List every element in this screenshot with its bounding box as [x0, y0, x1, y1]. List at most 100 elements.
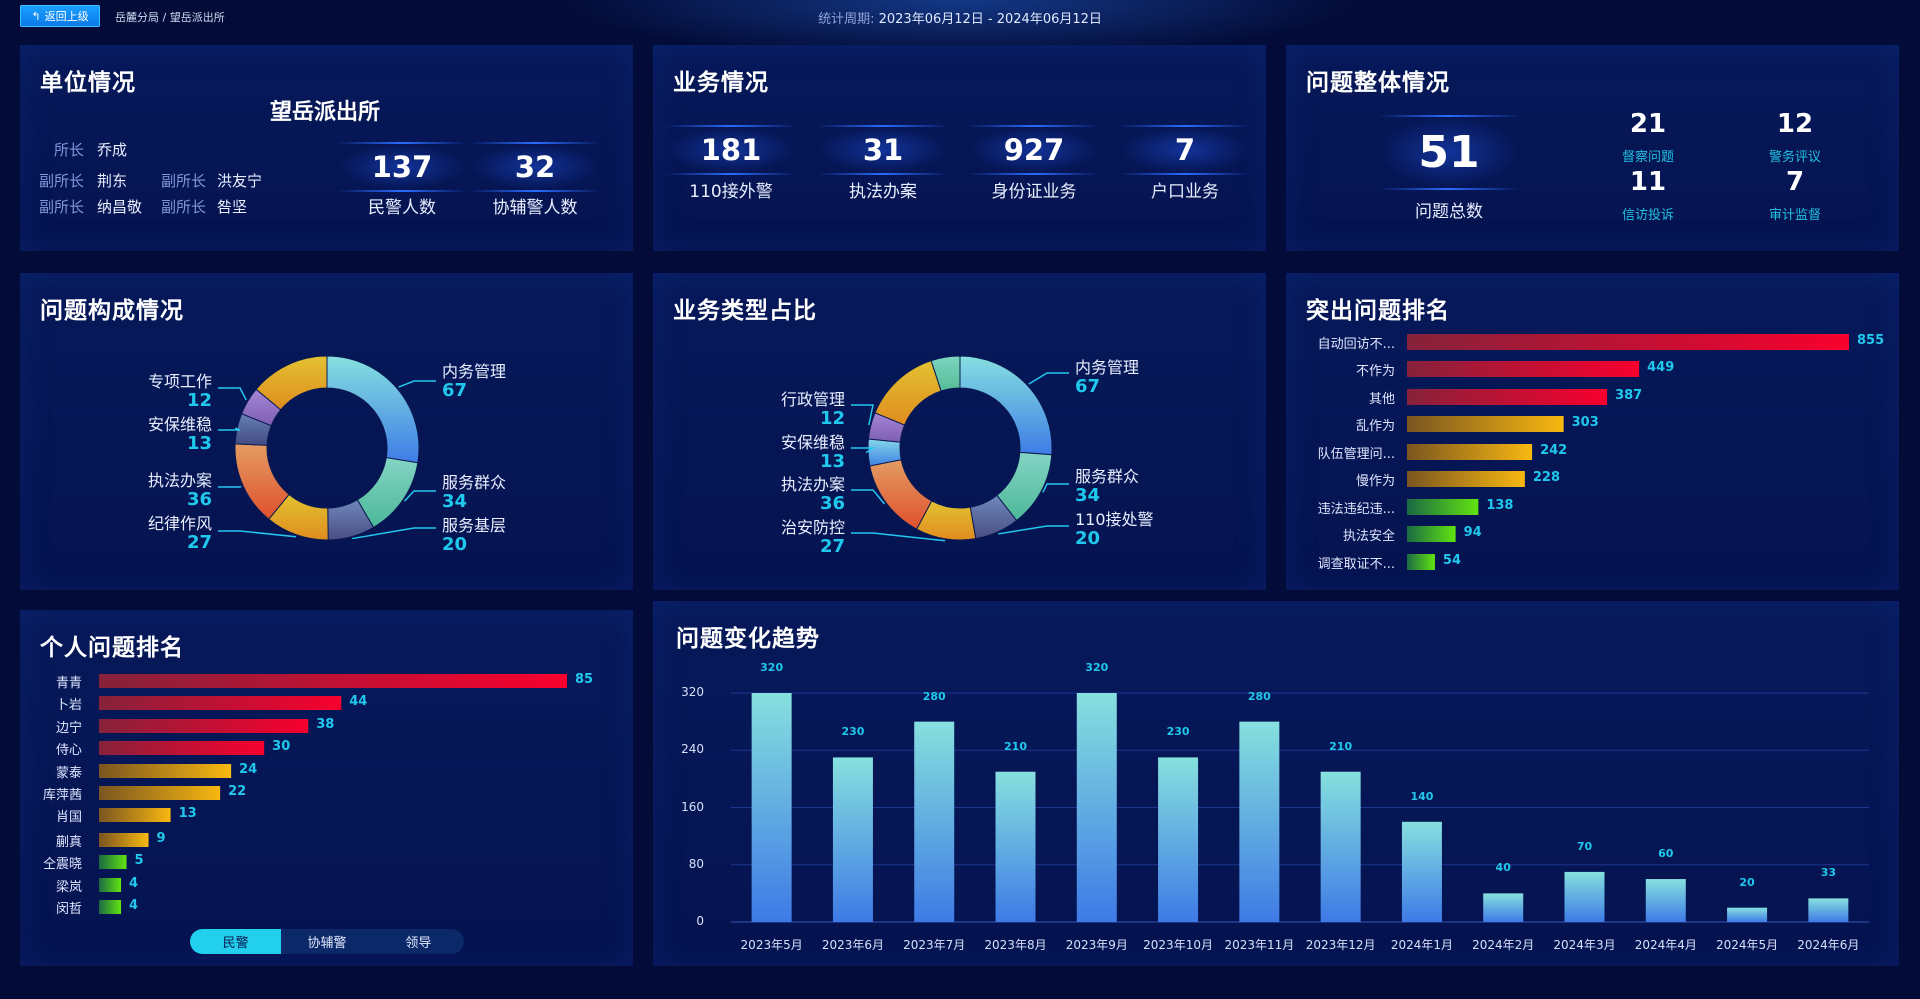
ranking-bar[interactable]: [99, 786, 221, 800]
trend-bar[interactable]: [1158, 757, 1199, 922]
ranking-label: 边宁: [55, 721, 82, 736]
donut-label: 安保维稳: [780, 433, 845, 452]
ranking-value: 22: [228, 784, 247, 799]
trend-bar[interactable]: [1645, 879, 1686, 922]
leader-name: 乔成: [97, 141, 128, 159]
ranking-bar[interactable]: [99, 900, 122, 914]
ranking-label: 执法安全: [1342, 529, 1395, 544]
ranking-bar[interactable]: [99, 808, 171, 822]
trend-bar[interactable]: [914, 721, 955, 922]
ranking-bar[interactable]: [99, 674, 567, 688]
trend-bar[interactable]: [1727, 907, 1768, 922]
ranking-bar[interactable]: [1407, 334, 1849, 350]
ranking-bar[interactable]: [99, 719, 309, 733]
leader-role: 副所长: [160, 172, 206, 190]
donut-value: 13: [186, 433, 212, 454]
leader-name: 洪友宁: [217, 172, 263, 190]
issue-label: 警务评议: [1768, 150, 1822, 165]
ranking-bar[interactable]: [1407, 444, 1533, 460]
ranking-bar[interactable]: [1407, 499, 1479, 515]
ranking-bar[interactable]: [1407, 471, 1525, 487]
ranking-bar[interactable]: [1407, 361, 1640, 377]
donut-label: 专项工作: [147, 372, 212, 391]
ranking-value: 228: [1532, 470, 1560, 485]
ranking-label: 其他: [1368, 392, 1395, 407]
issue-count: 12: [1776, 109, 1814, 139]
leader-line: [398, 380, 436, 388]
leader-line: [1042, 483, 1069, 493]
issues-panel: 问题整体情况 51 问题总数 21 督察问题 12 警务评议 11 信访投诉 7…: [1286, 45, 1899, 251]
trend-bar[interactable]: [751, 693, 792, 922]
donut-value: 67: [1075, 376, 1101, 397]
ranking-bar[interactable]: [99, 764, 232, 778]
donut-value: 36: [186, 489, 212, 510]
auxiliary-count: 32: [470, 142, 600, 192]
y-tick-label: 0: [696, 914, 704, 928]
donut-slice[interactable]: [255, 355, 328, 411]
ranking-bar[interactable]: [1407, 554, 1435, 570]
trend-bar[interactable]: [1483, 893, 1524, 922]
ranking-label: 卜岩: [55, 698, 82, 713]
donut-value: 12: [186, 390, 212, 411]
bar-value-label: 140: [1410, 789, 1434, 803]
bar-value-label: 320: [760, 661, 784, 674]
tab-police[interactable]: 民警: [190, 929, 282, 954]
x-tick-label: 2023年7月: [903, 938, 966, 952]
stat-value: 31: [818, 125, 948, 175]
donut-slice[interactable]: [930, 355, 961, 392]
ranking-label: 乱作为: [1355, 419, 1395, 434]
ranking-bar[interactable]: [1407, 526, 1456, 542]
ranking-bar[interactable]: [99, 833, 149, 847]
trend-bar[interactable]: [1808, 898, 1849, 922]
bar-value-label: 230: [841, 725, 865, 739]
back-label: 返回上级: [44, 10, 89, 23]
trend-bar[interactable]: [1076, 693, 1117, 922]
ranking-value: 242: [1540, 443, 1568, 458]
ranking-label: 不作为: [1355, 364, 1395, 379]
ranking-bar[interactable]: [99, 878, 122, 892]
ranking-bar[interactable]: [99, 696, 342, 710]
panel-title: 突出问题排名: [1306, 298, 1450, 324]
back-button[interactable]: ↰ 返回上级: [20, 5, 100, 27]
leader-line: [851, 532, 946, 542]
trend-bar[interactable]: [995, 771, 1036, 922]
donut-slice[interactable]: [326, 355, 420, 464]
trend-bar[interactable]: [1320, 771, 1361, 922]
donut-label: 执法办案: [780, 475, 845, 494]
stat-value: 927: [969, 125, 1099, 175]
ranking-label: 慢作为: [1355, 474, 1395, 489]
ranking-label: 违法违纪违...: [1317, 502, 1395, 517]
ranking-value: 4: [129, 898, 139, 913]
bar-value-label: 20: [1739, 875, 1755, 889]
panel-title: 业务类型占比: [673, 298, 817, 324]
trend-bar[interactable]: [1401, 821, 1442, 922]
ranking-label: 青青: [55, 676, 82, 691]
ranking-value: 30: [272, 739, 291, 754]
panel-title: 问题变化趋势: [676, 626, 820, 652]
stat-label: 执法办案: [849, 182, 917, 202]
ranking-bar[interactable]: [99, 741, 265, 755]
ranking-bar[interactable]: [1407, 416, 1564, 432]
leader-line: [851, 447, 876, 454]
y-tick-label: 320: [681, 685, 704, 699]
trend-bar[interactable]: [1564, 871, 1605, 922]
issue-count: 7: [1785, 167, 1805, 197]
ranking-value: 24: [239, 762, 258, 777]
donut-value: 34: [442, 491, 468, 512]
period-label: 统计周期:: [818, 12, 875, 27]
ranking-value: 387: [1615, 388, 1643, 403]
ranking-bar[interactable]: [1407, 389, 1608, 405]
donut-label: 服务基层: [442, 516, 507, 535]
donut-slice[interactable]: [959, 355, 1053, 456]
ranking-bar[interactable]: [99, 855, 127, 869]
donut-slice[interactable]: [869, 459, 933, 530]
ranking-label: 库萍茜: [42, 788, 82, 803]
tab-leader[interactable]: 领导: [405, 936, 432, 951]
donut-slice[interactable]: [874, 360, 942, 426]
trend-bar[interactable]: [1239, 721, 1280, 922]
x-tick-label: 2024年2月: [1472, 938, 1535, 952]
unit-panel: 单位情况 望岳派出所 所长 乔成 副所长 荆东 副所长 洪友宁 副所长 纳昌敬 …: [20, 45, 633, 251]
donut-value: 34: [1075, 485, 1101, 506]
trend-bar[interactable]: [832, 757, 873, 922]
tab-auxiliary[interactable]: 协辅警: [307, 936, 347, 951]
